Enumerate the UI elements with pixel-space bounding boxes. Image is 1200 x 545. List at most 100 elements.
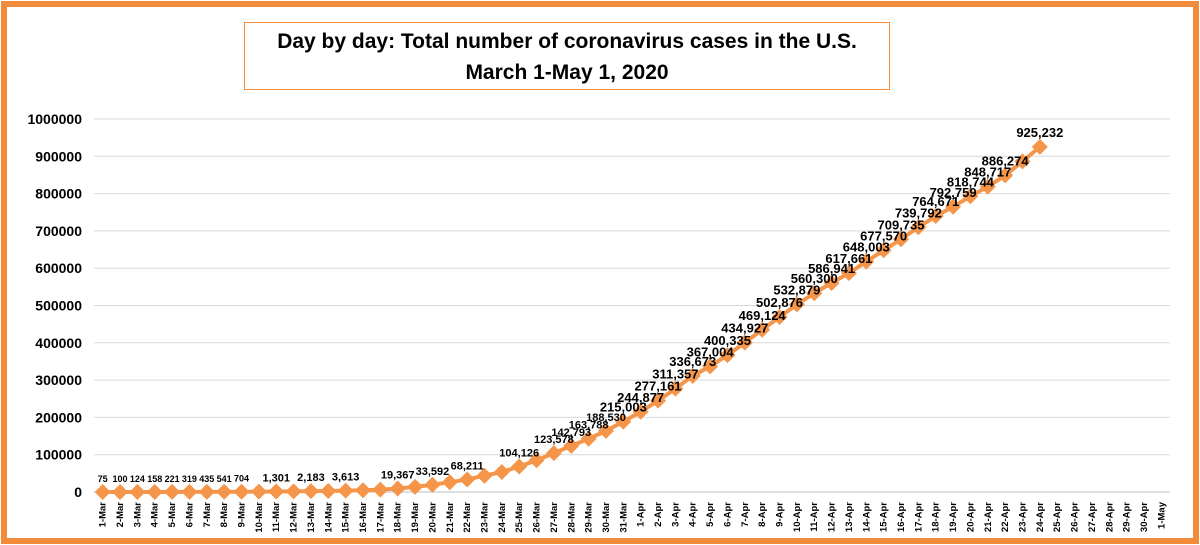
x-tick-label: 19-Apr (948, 502, 959, 532)
data-point (112, 483, 129, 500)
data-label: 244,877 (617, 390, 664, 405)
x-tick-label: 17-Mar (375, 502, 386, 533)
data-point (129, 483, 146, 500)
x-tick-label: 24-Mar (497, 502, 508, 533)
data-point (632, 403, 649, 420)
chart-title-line-2: March 1-May 1, 2020 (465, 61, 669, 84)
x-tick-label: 10-Apr (792, 502, 803, 532)
x-tick-label: 4-Mar (150, 502, 161, 528)
data-label: 677,570 (860, 228, 907, 243)
data-label: 586,941 (808, 261, 855, 276)
y-tick-label: 700000 (35, 223, 82, 239)
x-tick-label: 5-Apr (705, 502, 716, 527)
x-tick-label: 13-Apr (844, 502, 855, 532)
x-tick-label: 8-Mar (219, 502, 230, 528)
data-label: 311,357 (652, 367, 698, 382)
data-point (268, 483, 285, 500)
data-point (302, 483, 319, 500)
gridlines (94, 118, 1170, 493)
x-tick-label: 6-Mar (184, 502, 195, 528)
x-tick-label: 11-Apr (809, 502, 820, 532)
y-tick-label: 400000 (35, 335, 82, 351)
x-tick-label: 15-Mar (341, 502, 352, 533)
x-tick-label: 1-Mar (98, 502, 109, 528)
data-point (216, 483, 233, 500)
data-label: 1,301 (262, 473, 290, 485)
data-point (615, 413, 632, 430)
data-point (285, 483, 302, 500)
data-point (893, 231, 909, 248)
x-tick-label: 7-Mar (202, 502, 213, 528)
data-point (181, 483, 198, 500)
data-label: 221 (165, 474, 180, 484)
x-tick-label: 21-Apr (983, 502, 994, 532)
data-point (146, 483, 163, 500)
x-tick-label: 29-Apr (1122, 502, 1133, 532)
data-point (355, 482, 371, 499)
x-tick-label: 26-Apr (1070, 502, 1081, 532)
data-label: 648,003 (843, 240, 890, 255)
x-tick-label: 25-Apr (1052, 502, 1063, 532)
data-point (858, 253, 875, 270)
data-label: 319 (182, 474, 197, 484)
data-point (684, 367, 701, 384)
series-total-cases (94, 138, 1048, 500)
data-label: 19,367 (381, 469, 415, 481)
data-label: 848,717 (964, 165, 1011, 180)
y-tick-label: 900000 (35, 148, 82, 164)
data-label: 215,003 (600, 400, 647, 415)
data-label: 277,161 (635, 379, 682, 394)
data-label: 100 (113, 474, 128, 484)
x-tick-label: 18-Apr (931, 502, 942, 532)
x-tick-label: 28-Apr (1104, 502, 1115, 532)
x-tick-label: 13-Mar (306, 502, 317, 533)
x-tick-label: 7-Apr (740, 502, 751, 527)
x-tick-label: 26-Mar (532, 502, 543, 533)
data-label: 75 (98, 474, 108, 484)
data-point (597, 422, 614, 439)
data-point (771, 309, 788, 326)
y-tick-label: 800000 (35, 186, 82, 202)
data-label: 33,592 (416, 466, 450, 478)
x-tick-label: 12-Apr (827, 502, 838, 532)
x-tick-label: 23-Mar (479, 502, 490, 533)
x-tick-label: 23-Apr (1017, 502, 1028, 532)
x-tick-label: 8-Apr (757, 502, 768, 527)
x-tick-label: 30-Mar (601, 502, 612, 533)
x-tick-label: 27-Mar (549, 502, 560, 533)
x-tick-label: 27-Apr (1087, 502, 1098, 532)
x-tick-label: 6-Apr (722, 502, 733, 527)
x-tick-label: 21-Mar (445, 502, 456, 533)
data-point (580, 430, 597, 447)
x-tick-label: 15-Apr (879, 502, 890, 532)
data-point (1031, 138, 1048, 155)
x-tick-label: 20-Apr (965, 502, 976, 532)
data-label: 2,183 (297, 472, 325, 484)
data-label: 188,530 (586, 412, 626, 424)
data-point (545, 445, 562, 462)
chart-title-line-1: Day by day: Total number of coronavirus … (277, 30, 857, 53)
x-tick-label: 19-Mar (410, 502, 421, 533)
x-tick-label: 22-Apr (1000, 502, 1011, 532)
data-point (407, 478, 424, 495)
y-tick-label: 500000 (35, 298, 82, 314)
x-tick-label: 25-Mar (514, 502, 525, 533)
data-point (233, 483, 250, 500)
x-tick-label: 3-Mar (132, 502, 143, 528)
data-point (754, 321, 771, 338)
data-label: 400,335 (704, 333, 751, 348)
data-label: 124 (130, 474, 145, 484)
y-axis: 0 100000 200000 300000 400000 500000 600000 700… (27, 111, 82, 500)
data-point (823, 275, 840, 292)
data-point (650, 392, 667, 409)
x-tick-label: 14-Apr (861, 502, 872, 532)
data-labels: 75 100 124 158 221 319 435 541 704 1,301 2,183 3,61… (98, 125, 1064, 485)
data-point (441, 474, 458, 491)
x-tick-label: 3-Apr (670, 502, 681, 527)
data-point (337, 482, 354, 499)
data-point (250, 483, 267, 500)
data-point (979, 178, 996, 195)
data-point (736, 334, 753, 351)
data-point (962, 188, 979, 205)
x-axis: 1-Mar 2-Mar 3-Mar 4-Mar 5-Mar 6-Mar 7-Mar 8-Mar… (98, 501, 1168, 532)
